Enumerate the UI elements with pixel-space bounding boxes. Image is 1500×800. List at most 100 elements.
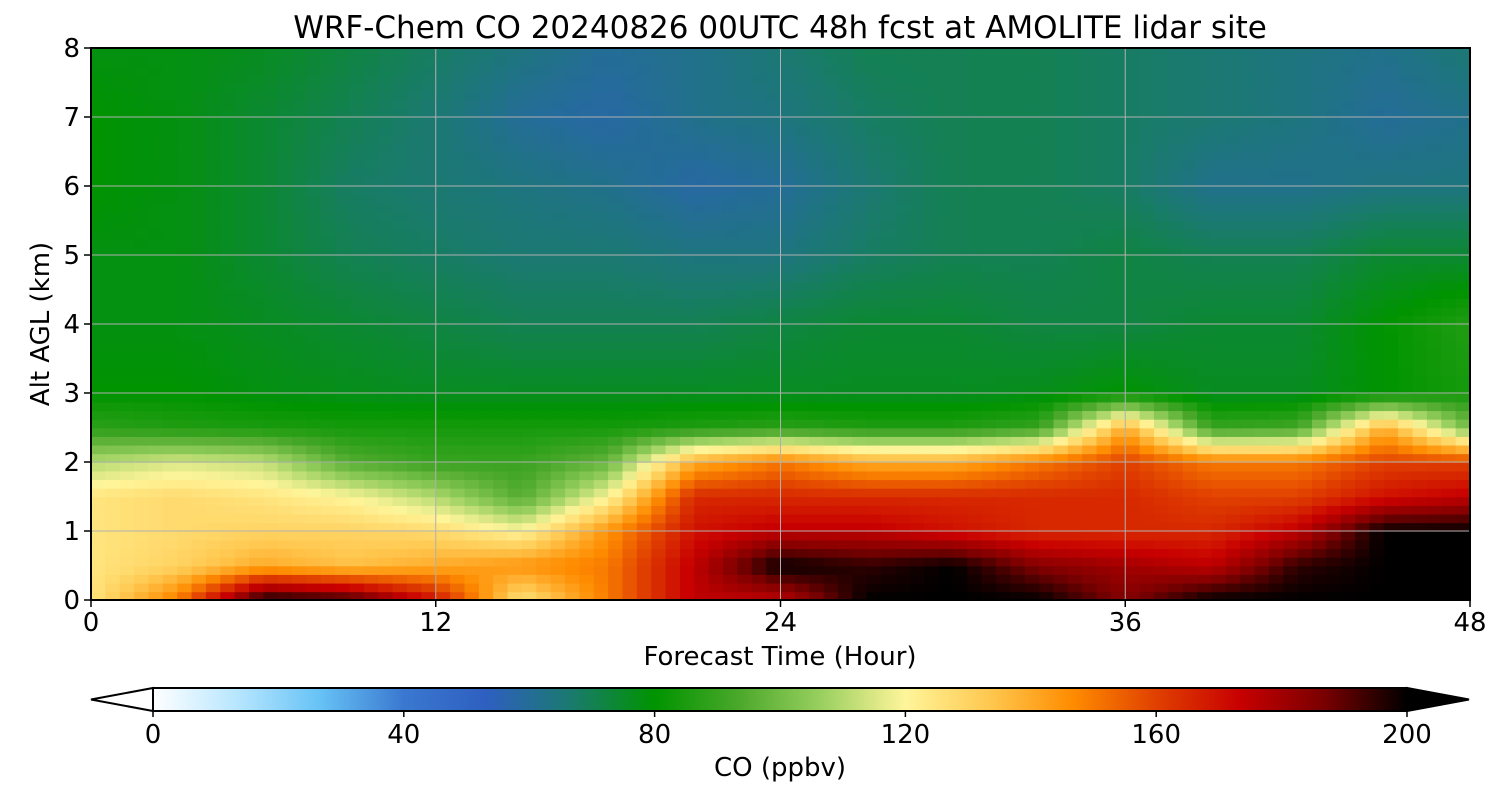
heatmap-cell (608, 332, 624, 343)
heatmap-cell (1311, 565, 1328, 575)
heatmap-cell (995, 565, 1012, 575)
heatmap-cell (521, 470, 538, 481)
heatmap-cell (1053, 505, 1069, 515)
heatmap-cell (809, 427, 825, 437)
heatmap-cell (622, 246, 638, 256)
heatmap-cell (335, 220, 351, 230)
heatmap-cell (1283, 306, 1299, 317)
heatmap-cell (895, 306, 911, 317)
heatmap-cell (1441, 487, 1457, 498)
heatmap-cell (1340, 565, 1356, 575)
heatmap-cell (378, 332, 394, 343)
heatmap-cell (220, 237, 236, 248)
heatmap-cell (162, 531, 178, 541)
heatmap-cell (593, 548, 609, 558)
heatmap-cell (1240, 462, 1256, 472)
heatmap-cell (1297, 418, 1313, 429)
heatmap-cell (866, 272, 882, 282)
heatmap-cell (909, 332, 925, 343)
heatmap-cell (1383, 513, 1399, 524)
heatmap-cell (292, 367, 308, 377)
heatmap-cell (349, 470, 365, 481)
heatmap-cell (450, 306, 466, 317)
heatmap-cell (1297, 513, 1313, 524)
heatmap-cell (593, 263, 609, 274)
heatmap-cell (205, 427, 222, 437)
heatmap-cell (1125, 444, 1141, 455)
heatmap-cell (134, 427, 150, 437)
heatmap-cell (335, 444, 351, 455)
heatmap-cell (234, 384, 250, 394)
heatmap-cell (1082, 186, 1098, 196)
heatmap-cell (349, 574, 365, 584)
heatmap-cell (1067, 479, 1083, 489)
heatmap-cell (579, 324, 595, 334)
heatmap-cell (981, 160, 997, 170)
heatmap-cell (622, 324, 638, 334)
heatmap-cell (91, 393, 107, 403)
heatmap-cell (234, 263, 250, 274)
heatmap-cell (794, 211, 811, 222)
heatmap-cell (1153, 539, 1170, 550)
heatmap-cell (550, 203, 566, 213)
heatmap-cell (306, 393, 322, 403)
heatmap-cell (349, 186, 365, 196)
heatmap-cell (794, 384, 811, 394)
heatmap-cell (450, 255, 466, 265)
heatmap-cell (665, 565, 681, 575)
heatmap-cell (794, 289, 811, 299)
heatmap-cell (622, 548, 638, 558)
heatmap-cell (1326, 548, 1342, 558)
heatmap-cell (450, 479, 466, 489)
heatmap-cell (249, 565, 265, 575)
heatmap-cell (1053, 272, 1069, 282)
heatmap-cell (234, 548, 250, 558)
heatmap-cell (938, 349, 954, 360)
heatmap-cell (608, 531, 624, 541)
heatmap-cell (450, 289, 466, 299)
heatmap-cell (924, 177, 940, 187)
heatmap-cell (593, 522, 609, 532)
heatmap-cell (220, 505, 236, 515)
heatmap-cell (679, 332, 696, 343)
heatmap-cell (1067, 211, 1083, 222)
heatmap-cell (608, 324, 624, 334)
heatmap-cell (565, 349, 581, 360)
heatmap-cell (1383, 315, 1399, 325)
heatmap-cell (536, 272, 552, 282)
heatmap-cell (1225, 203, 1241, 213)
heatmap-cell (277, 393, 293, 403)
heatmap-cell (234, 289, 250, 299)
heatmap-cell (881, 410, 897, 420)
heatmap-cell (91, 280, 107, 291)
heatmap-cell (234, 194, 250, 205)
heatmap-cell (407, 194, 423, 205)
heatmap-cell (507, 298, 523, 308)
heatmap-cell (1197, 436, 1213, 446)
heatmap-cell (349, 522, 365, 532)
heatmap-cell (1039, 565, 1055, 575)
heatmap-cell (478, 194, 494, 205)
heatmap-cell (1197, 574, 1213, 584)
heatmap-cell (191, 444, 207, 455)
heatmap-cell (1383, 427, 1399, 437)
heatmap-cell (1139, 367, 1155, 377)
heatmap-cell (378, 341, 394, 351)
heatmap-cell (105, 401, 121, 412)
heatmap-cell (335, 160, 351, 170)
heatmap-cell (134, 220, 150, 230)
heatmap-cell (1010, 418, 1026, 429)
heatmap-cell (1053, 160, 1069, 170)
heatmap-cell (493, 531, 509, 541)
heatmap-cell (852, 358, 868, 368)
heatmap-cell (924, 462, 940, 472)
heatmap-cell (780, 237, 796, 248)
heatmap-cell (679, 410, 696, 420)
heatmap-cell (392, 160, 408, 170)
heatmap-cell (1153, 513, 1170, 524)
heatmap-cell (1067, 220, 1083, 230)
heatmap-cell (1326, 280, 1342, 291)
heatmap-cell (1383, 332, 1399, 343)
heatmap-cell (866, 505, 882, 515)
heatmap-cell (1240, 556, 1256, 567)
